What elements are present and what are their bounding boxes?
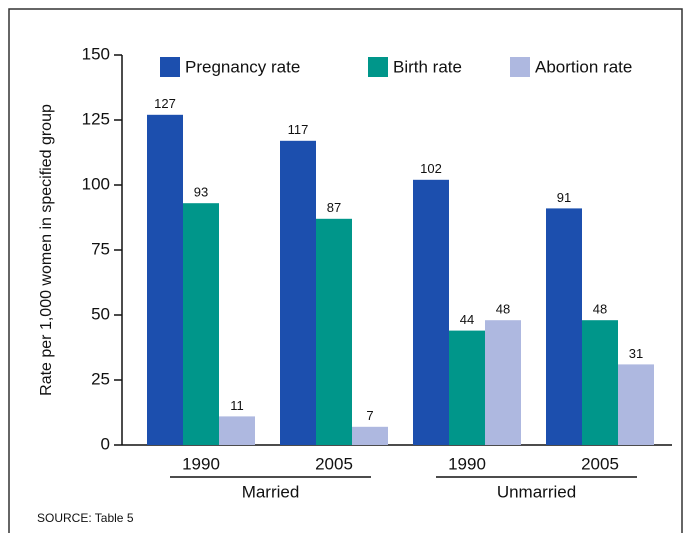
value-label: 31 <box>629 346 643 361</box>
source: SOURCE: Table 5 <box>37 511 134 525</box>
legend-swatch <box>160 57 180 77</box>
value-label: 93 <box>194 185 208 200</box>
bar <box>413 179 449 446</box>
legend-label: Abortion rate <box>535 57 632 76</box>
y-tick-label: 150 <box>82 44 110 63</box>
x-tick-label: 2005 <box>315 454 353 473</box>
bar <box>352 426 388 445</box>
y-axis-label: Rate per 1,000 women in specified group <box>38 104 55 396</box>
y-tick-label: 100 <box>82 174 110 193</box>
value-label: 48 <box>496 302 510 317</box>
value-label: 87 <box>327 200 341 215</box>
x-tick-label: 1990 <box>448 454 486 473</box>
legend-swatch <box>368 57 388 77</box>
bar <box>485 320 521 445</box>
value-label: 117 <box>288 122 309 137</box>
bar <box>449 330 485 445</box>
legend-swatch <box>510 57 530 77</box>
value-label: 48 <box>593 302 607 317</box>
value-label: 44 <box>460 312 474 327</box>
bar <box>280 140 316 446</box>
value-label: 7 <box>366 408 373 423</box>
bar <box>618 364 654 445</box>
bar <box>219 416 255 445</box>
bar <box>546 208 582 445</box>
y-tick-label: 50 <box>91 304 110 323</box>
y-tick-label: 125 <box>82 109 110 128</box>
value-label: 11 <box>230 398 244 413</box>
group-label: Married <box>242 482 300 501</box>
bar <box>147 114 183 446</box>
value-label: 127 <box>154 96 176 111</box>
group-label: Unmarried <box>497 482 576 501</box>
y-tick-label: 25 <box>91 369 110 388</box>
frame <box>8 8 683 533</box>
legend-label: Birth rate <box>393 57 462 76</box>
bar <box>582 320 618 445</box>
x-tick-label: 2005 <box>581 454 619 473</box>
bar <box>316 218 352 445</box>
x-tick-label: 1990 <box>182 454 220 473</box>
legend-label: Pregnancy rate <box>185 57 300 76</box>
value-label: 91 <box>557 190 571 205</box>
value-label: 102 <box>420 161 442 176</box>
bar <box>183 203 219 445</box>
y-tick-label: 75 <box>91 239 110 258</box>
y-tick-label: 0 <box>101 434 110 453</box>
